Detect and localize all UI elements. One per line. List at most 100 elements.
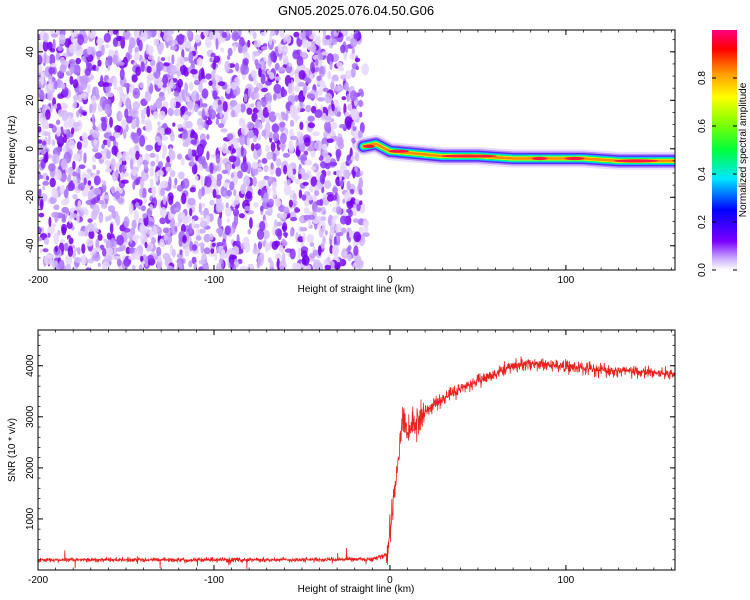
noise-speckle [159, 127, 165, 136]
noise-speckle [163, 122, 167, 130]
noise-speckle [326, 138, 334, 143]
noise-speckle [38, 237, 43, 242]
noise-speckle [230, 81, 237, 90]
noise-speckle [316, 75, 322, 82]
noise-speckle [223, 182, 229, 188]
noise-speckle [233, 189, 237, 197]
noise-speckle [247, 229, 251, 235]
noise-speckle [336, 261, 341, 270]
noise-speckle [246, 131, 255, 139]
noise-speckle [267, 57, 273, 67]
noise-speckle [106, 138, 111, 148]
spectrogram-noise-region [38, 30, 370, 270]
noise-speckle [81, 132, 88, 142]
noise-speckle [252, 167, 259, 176]
noise-speckle [329, 60, 333, 71]
noise-speckle [273, 83, 282, 94]
noise-speckle [346, 93, 350, 103]
noise-speckle [324, 264, 332, 270]
noise-speckle [60, 158, 68, 170]
noise-speckle [105, 216, 109, 222]
noise-speckle [324, 229, 328, 236]
noise-speckle [72, 171, 78, 177]
noise-speckle [159, 217, 166, 225]
noise-speckle [339, 170, 343, 181]
noise-speckle [255, 118, 260, 130]
noise-speckle [340, 227, 347, 234]
noise-speckle [298, 189, 303, 199]
noise-speckle [263, 164, 269, 173]
noise-speckle [100, 44, 105, 56]
noise-speckle [57, 109, 65, 118]
noise-speckle [91, 113, 95, 125]
noise-speckle [97, 59, 102, 67]
noise-speckle [358, 99, 363, 108]
noise-speckle [153, 38, 160, 47]
noise-speckle [123, 216, 130, 228]
noise-speckle [300, 250, 308, 259]
noise-speckle [194, 175, 199, 182]
noise-speckle [283, 36, 287, 44]
noise-speckle [168, 147, 173, 160]
colorbar-tick-label: 0.6 [697, 119, 708, 133]
noise-speckle [68, 59, 76, 66]
noise-speckle [67, 181, 75, 192]
noise-speckle [63, 120, 69, 129]
noise-speckle [331, 103, 335, 112]
noise-speckle [111, 78, 118, 86]
noise-speckle [240, 183, 247, 195]
noise-speckle [61, 217, 67, 223]
noise-speckle [213, 55, 221, 63]
noise-speckle [296, 131, 302, 138]
noise-speckle [327, 70, 332, 80]
noise-speckle [49, 177, 56, 188]
noise-speckle [149, 178, 154, 188]
noise-speckle [281, 142, 285, 152]
noise-speckle [103, 238, 108, 243]
noise-speckle [353, 231, 362, 243]
snr-panel: -200 -100 0 100 1000 2000 3000 4000 Height of … [7, 329, 676, 595]
noise-speckle [206, 119, 213, 126]
noise-speckle [305, 30, 313, 37]
noise-speckle [78, 86, 84, 93]
noise-speckle [303, 207, 310, 214]
noise-speckle [276, 140, 281, 151]
noise-speckle [243, 93, 248, 103]
noise-speckle [111, 209, 117, 219]
noise-speckle [131, 264, 136, 270]
noise-speckle [310, 166, 316, 171]
noise-speckle [97, 233, 103, 241]
noise-speckle [314, 109, 323, 118]
noise-speckle [59, 64, 67, 73]
noise-speckle [351, 109, 358, 121]
noise-speckle [67, 166, 73, 177]
noise-speckle [143, 159, 148, 170]
noise-speckle [268, 34, 273, 46]
noise-speckle [198, 202, 202, 214]
noise-speckle [201, 88, 209, 99]
noise-speckle [206, 134, 210, 140]
noise-speckle [200, 229, 205, 234]
noise-speckle [336, 62, 344, 68]
noise-speckle [48, 54, 56, 66]
noise-speckle [150, 160, 156, 167]
noise-speckle [95, 50, 103, 58]
noise-speckle [101, 119, 107, 132]
noise-speckle [345, 70, 352, 80]
noise-speckle [104, 194, 109, 200]
colorbar-tick-label: 0.2 [697, 215, 708, 229]
noise-speckle [140, 205, 146, 212]
noise-speckle [280, 247, 285, 254]
noise-speckle [94, 247, 102, 253]
noise-speckle [132, 87, 141, 99]
noise-speckle [282, 54, 289, 65]
noise-speckle [61, 226, 67, 236]
noise-speckle [358, 130, 363, 139]
noise-speckle [216, 262, 222, 270]
noise-speckle [135, 66, 142, 76]
noise-speckle [334, 223, 342, 233]
noise-speckle [57, 71, 61, 77]
noise-speckle [195, 92, 200, 102]
